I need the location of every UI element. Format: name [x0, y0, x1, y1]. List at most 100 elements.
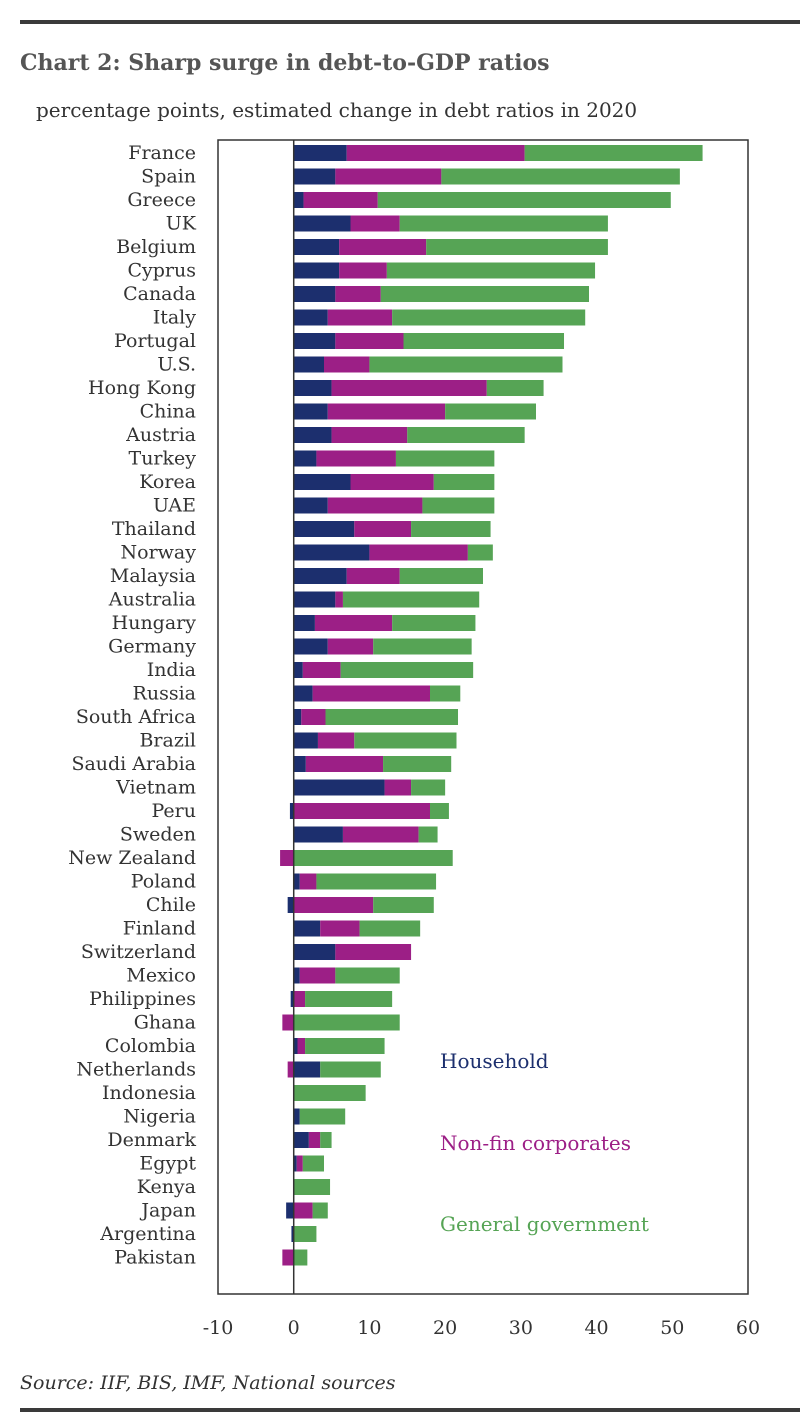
- category-label-chile: Chile: [146, 894, 196, 916]
- bar-hungary-general-government: [392, 615, 476, 631]
- category-label-canada: Canada: [123, 283, 196, 305]
- bar-denmark-general-government: [320, 1132, 332, 1148]
- bar-uae-general-government: [422, 497, 495, 514]
- bar-egypt-household: [293, 1155, 297, 1172]
- bar-poland-household: [293, 873, 300, 890]
- bar-brazil-general-government: [354, 732, 457, 749]
- bar-thailand-household: [293, 521, 355, 537]
- bar-portugal-household: [293, 333, 336, 349]
- chart-title: Chart 2: Sharp surge in debt-to-GDP rati…: [20, 50, 550, 76]
- bar-netherlands-non-fin-corporates: [287, 1061, 294, 1078]
- bar-india-household: [293, 662, 303, 678]
- category-label-italy: Italy: [153, 307, 197, 329]
- bar-colombia-household: [293, 1038, 298, 1054]
- bar-india-non-fin-corporates: [302, 662, 341, 678]
- bar-france-non-fin-corporates: [346, 145, 525, 161]
- bar-philippines-non-fin-corporates: [293, 991, 306, 1007]
- category-label-denmark: Denmark: [107, 1129, 196, 1151]
- category-label-brazil: Brazil: [139, 730, 196, 752]
- bar-denmark-household: [293, 1132, 309, 1148]
- bar-vietnam-non-fin-corporates: [384, 779, 412, 796]
- legend-item-general-government: General government: [440, 1212, 649, 1236]
- top-rule: [20, 20, 800, 24]
- x-tick-label: 10: [357, 1317, 381, 1339]
- bar-greece-general-government: [377, 192, 671, 208]
- bar-thailand-non-fin-corporates: [354, 521, 412, 537]
- bar-colombia-general-government: [305, 1038, 385, 1054]
- bar-argentina-household: [291, 1226, 294, 1242]
- category-label-greece: Greece: [127, 189, 196, 211]
- bar-belgium-non-fin-corporates: [339, 239, 427, 255]
- bar-portugal-non-fin-corporates: [335, 333, 404, 349]
- bar-south-africa-general-government: [325, 709, 459, 725]
- bar-greece-non-fin-corporates: [303, 192, 378, 208]
- bar-mexico-general-government: [335, 967, 400, 984]
- category-label-indonesia: Indonesia: [102, 1082, 196, 1104]
- bar-russia-general-government: [430, 685, 461, 702]
- bar-indonesia-general-government: [293, 1085, 366, 1101]
- x-tick-label: 20: [433, 1317, 457, 1339]
- bar-switzerland-household: [293, 944, 336, 960]
- bar-austria-non-fin-corporates: [331, 427, 408, 443]
- bar-saudi-arabia-non-fin-corporates: [305, 756, 384, 772]
- bar-denmark-non-fin-corporates: [308, 1132, 321, 1148]
- bar-canada-non-fin-corporates: [335, 286, 381, 302]
- category-label-belgium: Belgium: [116, 236, 196, 258]
- bar-mexico-household: [293, 967, 300, 984]
- bar-thailand-general-government: [411, 521, 491, 537]
- bar-india-general-government: [340, 662, 474, 678]
- category-label-thailand: Thailand: [112, 518, 196, 540]
- bar-korea-household: [293, 474, 351, 490]
- bar-turkey-general-government: [395, 450, 495, 467]
- bar-pakistan-general-government: [293, 1249, 308, 1266]
- bar-japan-household: [286, 1202, 294, 1219]
- bar-belgium-general-government: [426, 239, 608, 255]
- bar-finland-general-government: [359, 920, 421, 937]
- bar-spain-non-fin-corporates: [335, 168, 442, 185]
- category-label-poland: Poland: [131, 871, 196, 893]
- bar-vietnam-household: [293, 779, 385, 796]
- bar-egypt-non-fin-corporates: [296, 1155, 303, 1172]
- bar-norway-household: [293, 544, 370, 561]
- bar-chile-general-government: [373, 897, 434, 913]
- bar-china-household: [293, 403, 328, 420]
- category-label-cyprus: Cyprus: [127, 260, 196, 282]
- bar-australia-non-fin-corporates: [335, 591, 343, 608]
- category-label-argentina: Argentina: [99, 1223, 196, 1245]
- bar-saudi-arabia-household: [293, 756, 306, 772]
- category-label-malaysia: Malaysia: [110, 565, 196, 587]
- bar-portugal-general-government: [403, 333, 565, 349]
- bar-colombia-non-fin-corporates: [297, 1038, 306, 1054]
- category-label-japan: Japan: [139, 1200, 196, 1222]
- bar-germany-household: [293, 638, 328, 655]
- bar-sweden-non-fin-corporates: [342, 826, 419, 843]
- bar-austria-household: [293, 427, 332, 443]
- bar-hong-kong-general-government: [486, 380, 544, 396]
- bar-hong-kong-non-fin-corporates: [331, 380, 487, 396]
- bar-france-general-government: [524, 145, 703, 161]
- category-label-vietnam: Vietnam: [115, 777, 196, 799]
- category-label-germany: Germany: [108, 636, 196, 658]
- bar-uk-non-fin-corporates: [350, 215, 400, 232]
- bar-argentina-general-government: [293, 1226, 317, 1242]
- x-tick-label: 60: [736, 1317, 760, 1339]
- bar-malaysia-household: [293, 568, 347, 584]
- category-label-nigeria: Nigeria: [123, 1106, 196, 1128]
- category-label-russia: Russia: [133, 683, 196, 705]
- category-label-peru: Peru: [152, 800, 197, 822]
- bars-layer: [280, 145, 703, 1266]
- bar-cyprus-general-government: [386, 262, 596, 279]
- category-label-new-zealand: New Zealand: [68, 847, 196, 869]
- category-label-mexico: Mexico: [126, 965, 196, 987]
- bar-peru-general-government: [430, 803, 449, 819]
- category-labels: FranceSpainGreeceUKBelgiumCyprusCanadaIt…: [68, 142, 197, 1269]
- category-label-u-s: U.S.: [157, 354, 196, 376]
- category-label-norway: Norway: [121, 542, 197, 564]
- bar-canada-household: [293, 286, 336, 302]
- category-label-france: France: [128, 142, 196, 164]
- bar-spain-household: [293, 168, 336, 185]
- category-label-hong-kong: Hong Kong: [88, 377, 196, 399]
- category-label-colombia: Colombia: [105, 1035, 196, 1057]
- category-label-ghana: Ghana: [134, 1012, 196, 1034]
- x-tick-label: -10: [203, 1317, 234, 1339]
